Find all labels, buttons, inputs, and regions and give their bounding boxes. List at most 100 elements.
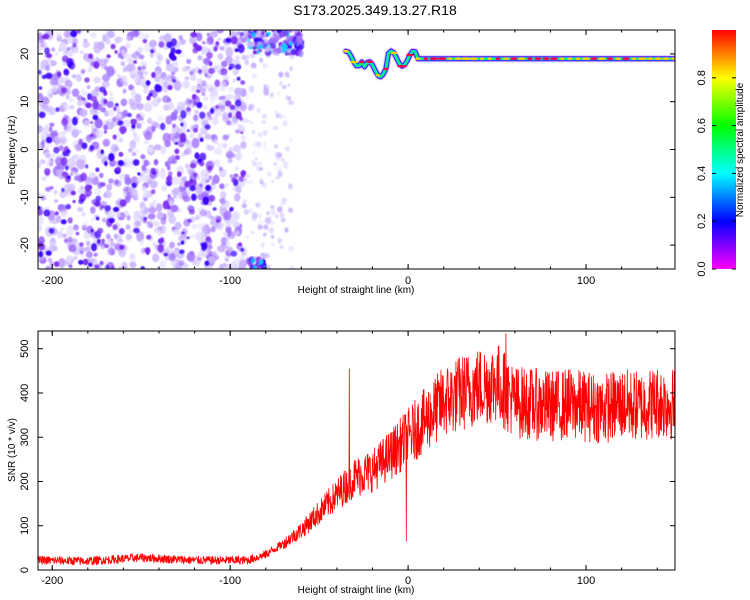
spectrogram-cell bbox=[131, 182, 137, 189]
spectrogram-cell bbox=[235, 129, 240, 134]
spectrogram-cell bbox=[176, 102, 183, 108]
spectrogram-cell bbox=[159, 260, 167, 269]
spectrogram-cell bbox=[61, 171, 69, 178]
spectrogram-cell bbox=[202, 57, 211, 65]
spectrogram-cell bbox=[182, 128, 187, 133]
spectrogram-cell bbox=[171, 154, 176, 159]
spectrogram-cell bbox=[68, 61, 76, 70]
spectrogram-cell bbox=[287, 83, 291, 87]
spectrogram-cell bbox=[209, 91, 218, 100]
spectrogram-cell bbox=[251, 73, 257, 79]
spectrogram-cell bbox=[206, 75, 211, 80]
spectrogram-cell bbox=[131, 124, 136, 129]
spectrogram-cell bbox=[79, 50, 84, 54]
spectrogram-cell bbox=[97, 227, 104, 234]
spectrogram-cell bbox=[120, 61, 126, 67]
spectrogram-cell bbox=[269, 220, 275, 226]
spectrogram-cell bbox=[173, 66, 179, 73]
spectrogram-cell bbox=[77, 207, 84, 212]
spectrogram-cell bbox=[180, 176, 187, 183]
spectrogram-cell bbox=[119, 126, 127, 134]
spectrogram-cell bbox=[122, 119, 131, 128]
spectrogram-cell bbox=[223, 183, 229, 188]
spectrogram-cell bbox=[251, 32, 256, 38]
spectrogram-cell bbox=[59, 190, 67, 199]
spectrogram-cell bbox=[38, 214, 44, 225]
spectrogram-cell bbox=[153, 221, 160, 227]
spectrogram-cell bbox=[230, 250, 238, 257]
spectrogram-cell bbox=[196, 175, 200, 181]
snr-x-tick-label: 100 bbox=[577, 575, 595, 587]
spectrogram-cell bbox=[75, 143, 82, 152]
spectrogram-cell bbox=[68, 97, 74, 103]
spectrogram-ridge-peak bbox=[423, 57, 428, 60]
snr-y-axis-label: SNR (10 * v/v) bbox=[7, 418, 18, 482]
spectrogram-cell bbox=[143, 197, 148, 202]
spectrogram-cell bbox=[101, 80, 110, 88]
spectrogram-cell bbox=[208, 67, 216, 74]
spectrogram-cell bbox=[84, 184, 92, 192]
spectrogram-plot-area bbox=[38, 30, 675, 269]
spectrogram-cell bbox=[190, 73, 197, 81]
spectrogram-cell bbox=[166, 41, 173, 49]
spectrogram-cell bbox=[41, 139, 45, 145]
spectrogram-cell bbox=[281, 43, 288, 52]
spectrogram-cell bbox=[171, 78, 177, 83]
spectrogram-cell bbox=[281, 84, 287, 90]
spectrogram-ridge bbox=[342, 47, 675, 81]
spectrogram-cell bbox=[166, 180, 172, 187]
spectrogram-cell bbox=[227, 263, 232, 269]
spectrogram-cell bbox=[188, 209, 195, 215]
spectrogram-cell bbox=[134, 93, 142, 104]
spectrogram-cell bbox=[68, 104, 75, 110]
spectrogram-cell bbox=[81, 142, 88, 150]
spectrogram-cell bbox=[214, 222, 221, 228]
spectrogram-cell bbox=[180, 240, 185, 245]
spectrogram-cell bbox=[110, 143, 119, 153]
spectrogram-cell bbox=[271, 30, 276, 33]
spectrogram-cell bbox=[102, 73, 111, 82]
spectrogram-cell bbox=[143, 159, 149, 167]
spectrogram-cell bbox=[80, 69, 86, 74]
spectrogram-cell bbox=[249, 121, 254, 125]
spectrogram-cell bbox=[258, 213, 262, 219]
spectrogram-cell bbox=[280, 157, 286, 162]
spectrogram-cell bbox=[200, 64, 208, 71]
snr-y-tick-label: 400 bbox=[19, 384, 31, 402]
spectrogram-cell bbox=[276, 152, 283, 158]
spectrogram-cell bbox=[240, 135, 246, 141]
spectrogram-cell bbox=[73, 256, 78, 260]
spectrogram-cell bbox=[201, 80, 207, 87]
spectrogram-cell bbox=[141, 65, 146, 70]
spectrogram-y-tick-label: 10 bbox=[19, 96, 31, 108]
spectrogram-cell bbox=[118, 266, 123, 269]
spectrogram-cell bbox=[206, 145, 215, 151]
spectrogram-cell bbox=[81, 97, 86, 101]
spectrogram-cell bbox=[221, 241, 227, 246]
spectrogram-cell bbox=[289, 265, 295, 269]
spectrogram-ridge-peak bbox=[383, 67, 388, 71]
spectrogram-cell bbox=[49, 60, 57, 67]
spectrogram-cell bbox=[38, 93, 44, 104]
colorbar-tick-label: 0.0 bbox=[696, 261, 708, 276]
spectrogram-cell bbox=[192, 172, 198, 178]
spectrogram-cell bbox=[43, 126, 50, 133]
spectrogram-cell bbox=[125, 232, 132, 242]
spectrogram-ridge-peak bbox=[598, 57, 606, 60]
spectrogram-cell bbox=[162, 132, 171, 143]
spectrogram-cell bbox=[95, 167, 100, 172]
spectrogram-cell bbox=[86, 240, 91, 247]
spectrogram-cell bbox=[67, 236, 73, 243]
spectrogram-cell bbox=[54, 211, 59, 216]
spectrogram-cell bbox=[144, 70, 148, 76]
spectrogram-cell bbox=[269, 92, 274, 98]
spectrogram-cell bbox=[118, 173, 126, 181]
spectrogram-cell bbox=[191, 93, 197, 100]
spectrogram-ridge-peak bbox=[396, 64, 407, 68]
spectrogram-ridge-peak bbox=[581, 57, 591, 60]
spectrogram-cell bbox=[76, 30, 81, 34]
spectrogram-cell bbox=[58, 131, 65, 139]
spectrogram-cell bbox=[94, 264, 100, 269]
spectrogram-cell bbox=[193, 101, 197, 106]
spectrogram-cell bbox=[103, 65, 108, 71]
